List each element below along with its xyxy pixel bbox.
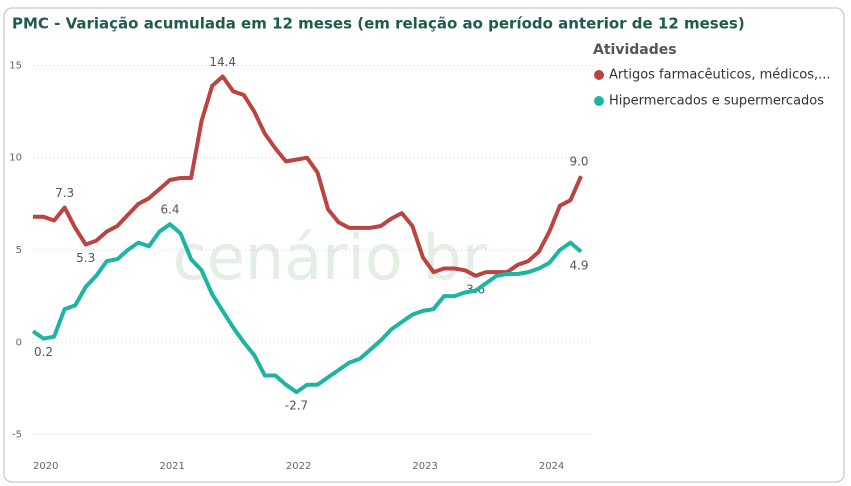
y-tick-label: 0 xyxy=(16,337,22,348)
data-label: -2.7 xyxy=(285,399,308,413)
data-label: 6.4 xyxy=(160,203,179,217)
x-tick-label: 2022 xyxy=(286,461,311,472)
data-label: 4.9 xyxy=(569,258,588,272)
chart-title: PMC - Variação acumulada em 12 meses (em… xyxy=(12,15,745,33)
legend-title: Atividades xyxy=(593,42,677,58)
y-tick-label: 15 xyxy=(9,60,22,71)
data-label: 0.2 xyxy=(34,345,53,359)
y-tick-label: 5 xyxy=(16,245,22,256)
legend-label: Artigos farmacêuticos, médicos,... xyxy=(609,68,831,83)
x-tick-label: 2024 xyxy=(539,461,564,472)
legend-marker xyxy=(594,96,604,106)
y-tick-label: 10 xyxy=(9,153,22,164)
series-line xyxy=(33,74,583,278)
legend-marker xyxy=(594,70,604,80)
data-label: 7.3 xyxy=(55,186,74,200)
y-tick-label: -5 xyxy=(12,430,22,441)
x-tick-label: 2023 xyxy=(412,461,437,472)
x-tick-label: 2020 xyxy=(33,461,58,472)
watermark: cenário br xyxy=(173,221,488,294)
card xyxy=(3,7,845,483)
data-label: 9.0 xyxy=(569,155,588,169)
x-tick-label: 2021 xyxy=(159,461,184,472)
series-line xyxy=(31,222,583,395)
legend-label: Hipermercados e supermercados xyxy=(609,94,824,109)
data-label: 5.3 xyxy=(76,251,95,265)
data-label: 14.4 xyxy=(209,55,236,69)
